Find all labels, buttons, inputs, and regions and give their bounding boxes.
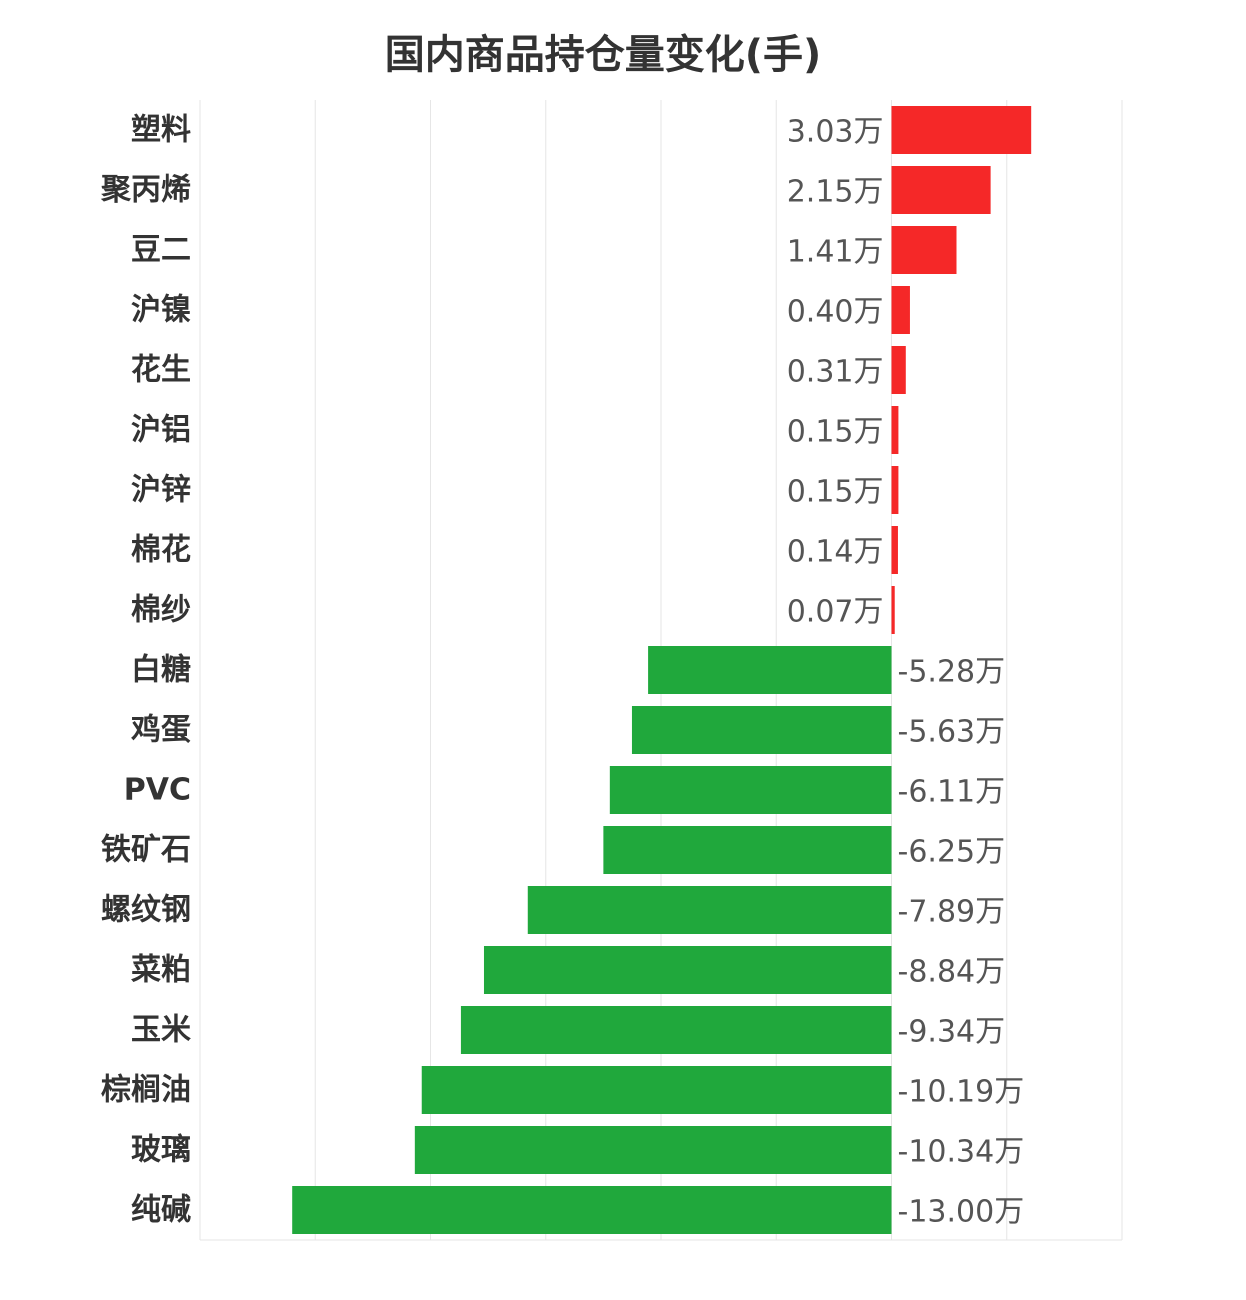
- value-label: -6.25万: [898, 835, 1006, 870]
- bar: [891, 166, 991, 214]
- bar: [891, 586, 895, 634]
- value-label: 0.31万: [787, 355, 884, 390]
- value-label: -5.63万: [898, 715, 1006, 750]
- value-label: 3.03万: [787, 115, 884, 150]
- bars: [292, 106, 1032, 1234]
- bar: [891, 346, 906, 394]
- category-label: 玉米: [131, 1013, 191, 1048]
- bar: [891, 106, 1032, 154]
- bar: [648, 646, 892, 694]
- value-label: 2.15万: [787, 175, 884, 210]
- bar: [421, 1066, 892, 1114]
- category-label: 纯碱: [131, 1193, 191, 1228]
- value-label: -8.84万: [898, 955, 1006, 990]
- bar: [891, 466, 899, 514]
- value-label: -5.28万: [898, 655, 1006, 690]
- value-label: 0.15万: [787, 475, 884, 510]
- category-label: 沪镍: [131, 293, 191, 328]
- category-label: 鸡蛋: [131, 713, 191, 748]
- category-label: 螺纹钢: [101, 893, 191, 928]
- category-label: 棉花: [131, 533, 191, 568]
- bar: [483, 946, 892, 994]
- category-label: 沪锌: [131, 473, 191, 508]
- value-label: -13.00万: [898, 1195, 1025, 1230]
- value-label: 0.07万: [787, 595, 884, 630]
- bar: [414, 1126, 892, 1174]
- category-label: PVC: [124, 773, 191, 808]
- bar: [631, 706, 892, 754]
- bar: [609, 766, 892, 814]
- value-label: -7.89万: [898, 895, 1006, 930]
- bar: [292, 1186, 892, 1234]
- category-label: 沪铝: [131, 413, 191, 448]
- category-label: 铁矿石: [101, 833, 191, 868]
- category-label: 花生: [131, 353, 191, 388]
- category-label: 玻璃: [131, 1133, 191, 1168]
- category-label: 菜粕: [131, 953, 191, 988]
- value-label: 1.41万: [787, 235, 884, 270]
- bar: [891, 286, 910, 334]
- value-label: -6.11万: [898, 775, 1006, 810]
- category-label: 豆二: [131, 233, 191, 268]
- category-label: 聚丙烯: [100, 173, 191, 208]
- bar: [891, 526, 898, 574]
- bar: [891, 406, 899, 454]
- bar: [891, 226, 957, 274]
- category-label: 塑料: [131, 113, 191, 148]
- value-label: -10.34万: [898, 1135, 1025, 1170]
- value-label: -9.34万: [898, 1015, 1006, 1050]
- value-label: 0.40万: [787, 295, 884, 330]
- value-label: 0.14万: [787, 535, 884, 570]
- category-label: 白糖: [131, 653, 191, 688]
- bar: [527, 886, 892, 934]
- value-label: -10.19万: [898, 1075, 1025, 1110]
- category-label: 棉纱: [131, 593, 191, 628]
- value-label: 0.15万: [787, 415, 884, 450]
- bar: [460, 1006, 892, 1054]
- bar: [603, 826, 892, 874]
- chart-title: 国内商品持仓量变化(手): [384, 32, 822, 78]
- category-label: 棕榈油: [101, 1073, 191, 1108]
